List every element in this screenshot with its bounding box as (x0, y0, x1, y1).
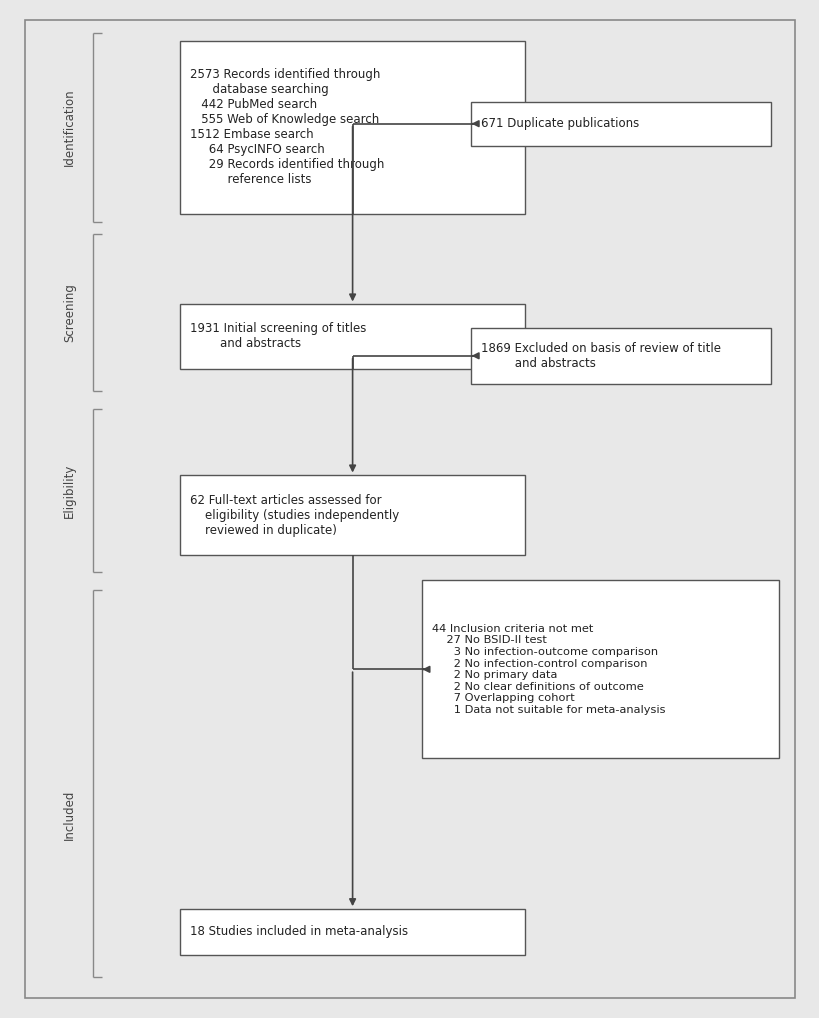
FancyBboxPatch shape (180, 475, 524, 555)
Text: Included: Included (63, 789, 76, 840)
Text: 2573 Records identified through
      database searching
   442 PubMed search
  : 2573 Records identified through database… (190, 68, 384, 186)
Text: Identification: Identification (63, 89, 76, 166)
Text: 1931 Initial screening of titles
        and abstracts: 1931 Initial screening of titles and abs… (190, 323, 366, 350)
Text: Eligibility: Eligibility (63, 463, 76, 518)
Text: 44 Inclusion criteria not met
    27 No BSID-II test
      3 No infection-outcom: 44 Inclusion criteria not met 27 No BSID… (432, 624, 665, 715)
FancyBboxPatch shape (180, 41, 524, 214)
FancyBboxPatch shape (471, 328, 770, 384)
FancyBboxPatch shape (180, 304, 524, 369)
FancyBboxPatch shape (471, 102, 770, 146)
FancyBboxPatch shape (180, 909, 524, 955)
Text: 671 Duplicate publications: 671 Duplicate publications (481, 117, 639, 130)
Text: Screening: Screening (63, 283, 76, 342)
Text: 1869 Excluded on basis of review of title
         and abstracts: 1869 Excluded on basis of review of titl… (481, 342, 721, 370)
FancyBboxPatch shape (422, 580, 778, 758)
Text: 18 Studies included in meta-analysis: 18 Studies included in meta-analysis (190, 925, 408, 939)
Text: 62 Full-text articles assessed for
    eligibility (studies independently
    re: 62 Full-text articles assessed for eligi… (190, 494, 399, 536)
FancyBboxPatch shape (25, 20, 794, 998)
